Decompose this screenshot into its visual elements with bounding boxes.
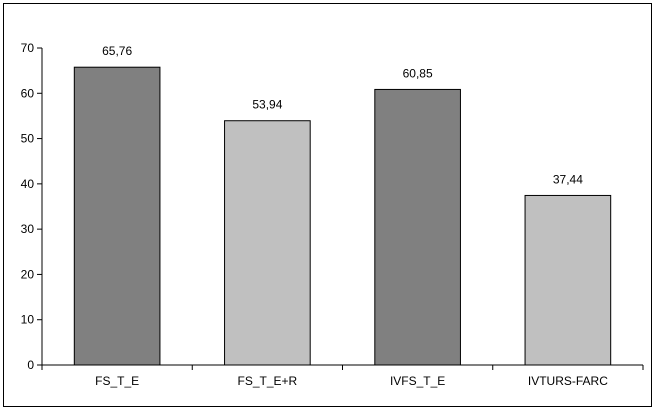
bar-4 xyxy=(524,194,612,366)
data-label: 60,85 xyxy=(403,66,433,80)
y-tick-label: 70 xyxy=(21,41,35,55)
y-tick-label: 10 xyxy=(21,313,35,327)
data-label: 37,44 xyxy=(553,172,583,186)
y-tick-label: 40 xyxy=(21,177,35,191)
y-tick-label: 60 xyxy=(21,86,35,100)
y-tick-label: 0 xyxy=(27,358,34,372)
data-label: 65,76 xyxy=(102,44,132,58)
y-tick-label: 30 xyxy=(21,222,35,236)
x-tick-label: IVFS_T_E xyxy=(390,374,445,388)
bar-3 xyxy=(374,88,461,366)
bar-2 xyxy=(224,120,311,366)
data-label: 53,94 xyxy=(252,98,282,112)
y-tick-label: 20 xyxy=(21,267,35,281)
bars xyxy=(73,66,612,366)
labels: 0 10 20 30 40 50 60 70 65,76 FS_T_E 53,94 FS_T_E+R 6… xyxy=(21,41,609,388)
x-tick-label: IVTURS-FARC xyxy=(528,374,608,388)
bar-1 xyxy=(73,66,161,366)
y-tick-label: 50 xyxy=(21,132,35,146)
x-tick-label: FS_T_E xyxy=(95,374,139,388)
x-tick-label: FS_T_E+R xyxy=(238,374,298,388)
